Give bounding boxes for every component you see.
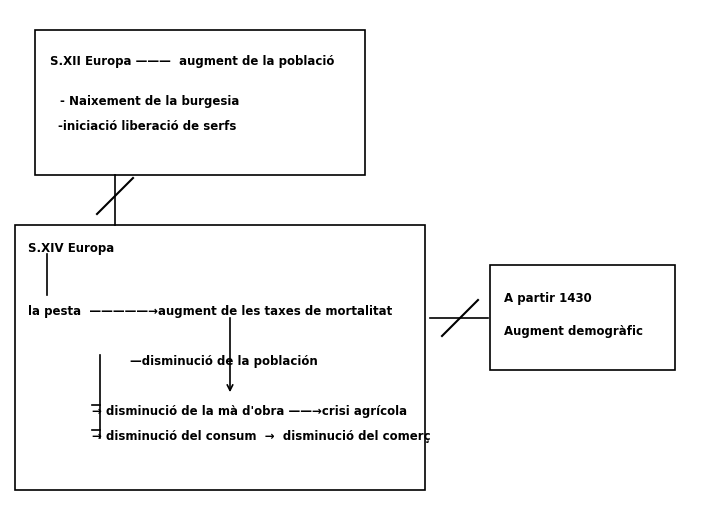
Text: —disminució de la población: —disminució de la población — [130, 355, 318, 368]
Text: → disminució de la mà d'obra ——→crisi agrícola: → disminució de la mà d'obra ——→crisi ag… — [92, 405, 407, 418]
Bar — [15, 225, 425, 490]
Text: - Naixement de la burgesia: - Naixement de la burgesia — [60, 95, 239, 108]
Text: Augment demogràfic: Augment demogràfic — [504, 325, 643, 338]
Text: la pesta  —————→augment de les taxes de mortalitat: la pesta —————→augment de les taxes de m… — [28, 305, 393, 318]
Bar — [490, 265, 675, 370]
Text: → disminució del consum  →  disminució del comerç: → disminució del consum → disminució del… — [92, 430, 430, 443]
Text: S.XIV Europa: S.XIV Europa — [28, 242, 114, 255]
Text: A partir 1430: A partir 1430 — [504, 292, 592, 305]
Bar — [35, 30, 365, 175]
Text: S.XII Europa ———  augment de la població: S.XII Europa ——— augment de la població — [50, 55, 334, 68]
Text: -iniciació liberació de serfs: -iniciació liberació de serfs — [58, 120, 236, 133]
